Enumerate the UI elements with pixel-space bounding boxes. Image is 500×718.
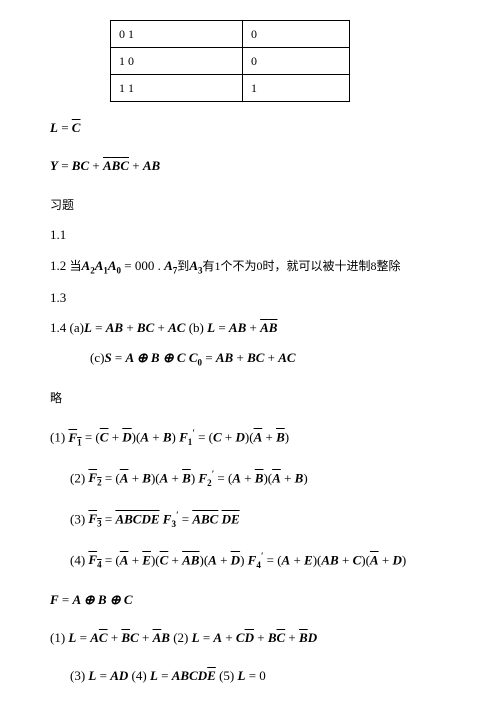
cell: 1 0	[111, 48, 243, 75]
cell: 1 1	[111, 75, 243, 102]
table-row: 0 1 0	[111, 21, 350, 48]
lue: 略	[50, 389, 460, 406]
equation-L: L = C	[50, 120, 460, 136]
item-prob-1: (1) F1 = (C + D)(A + B) F1′ = (C + D)(A …	[50, 428, 460, 447]
cell: 0	[243, 21, 350, 48]
item-1-2: 1.2 当A2A1A0 = 000 . A7到A3有1个不为0时，就可以被十进制…	[50, 257, 460, 276]
truth-table: 0 1 0 1 0 0 1 1 1	[110, 20, 350, 102]
cell: 0 1	[111, 21, 243, 48]
cell: 0	[243, 48, 350, 75]
item-1-4: 1.4 (a)L = AB + BC + AC (b) L = AB + AB	[50, 320, 460, 336]
item-prob-2: (2) F2 = (A + B)(A + B) F2′ = (A + B)(A …	[70, 469, 460, 488]
item-prob-4: (4) F4 = (A + E)(C + AB)(A + D) F4′ = (A…	[70, 551, 460, 570]
equation-Y: Y = BC + ABC + AB	[50, 158, 460, 174]
section-header: 习题	[50, 196, 460, 213]
item-prob-3: (3) F3 = ABCDE F3′ = ABC DE	[70, 510, 460, 529]
item-1-4c: (c)S = A ⊕ B ⊕ C C0 = AB + BC + AC	[90, 350, 460, 368]
equation-F: F = A ⊕ B ⊕ C	[50, 592, 460, 608]
cell: 1	[243, 75, 350, 102]
item-q1: (1) L = AC + BC + AB (2) L = A + CD + BC…	[50, 630, 460, 646]
item-1-3: 1.3	[50, 290, 460, 306]
page-content: 0 1 0 1 0 0 1 1 1 L = C Y = BC + ABC + A…	[0, 0, 500, 718]
item-q3: (3) L = AD (4) L = ABCDE (5) L = 0	[70, 668, 460, 684]
table-row: 1 1 1	[111, 75, 350, 102]
item-1-1: 1.1	[50, 227, 460, 243]
table-row: 1 0 0	[111, 48, 350, 75]
